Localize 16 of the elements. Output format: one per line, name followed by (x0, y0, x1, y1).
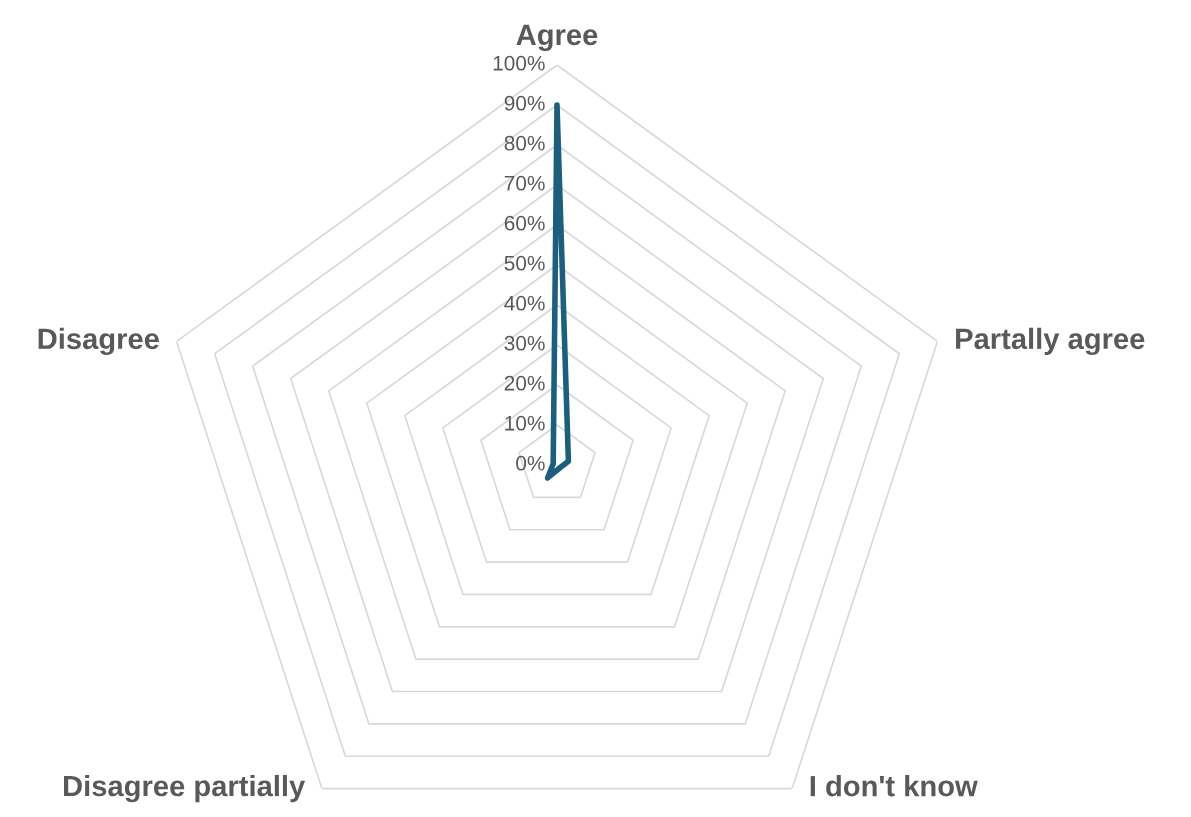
y-tick-label: 70% (504, 175, 545, 191)
spoke-label: Partally agree (956, 327, 1145, 356)
y-tick-label: 100% (493, 55, 545, 71)
y-tick-label: 90% (504, 95, 545, 111)
y-tick-label: 30% (504, 335, 545, 351)
y-tick-label: 0% (516, 455, 545, 471)
y-tick-label: 60% (504, 215, 545, 231)
spoke-label: I don't know (810, 775, 978, 797)
y-tick-label: 50% (504, 255, 545, 271)
spoke-label: Agree (516, 24, 598, 52)
spoke-label: Disagree (38, 327, 159, 356)
y-tick-label: 80% (504, 135, 545, 151)
spoke-label: Disagree partially (64, 774, 306, 803)
y-tick-label: 10% (505, 415, 545, 431)
y-tick-label: 20% (504, 375, 545, 391)
y-tick-label: 40% (504, 295, 545, 311)
